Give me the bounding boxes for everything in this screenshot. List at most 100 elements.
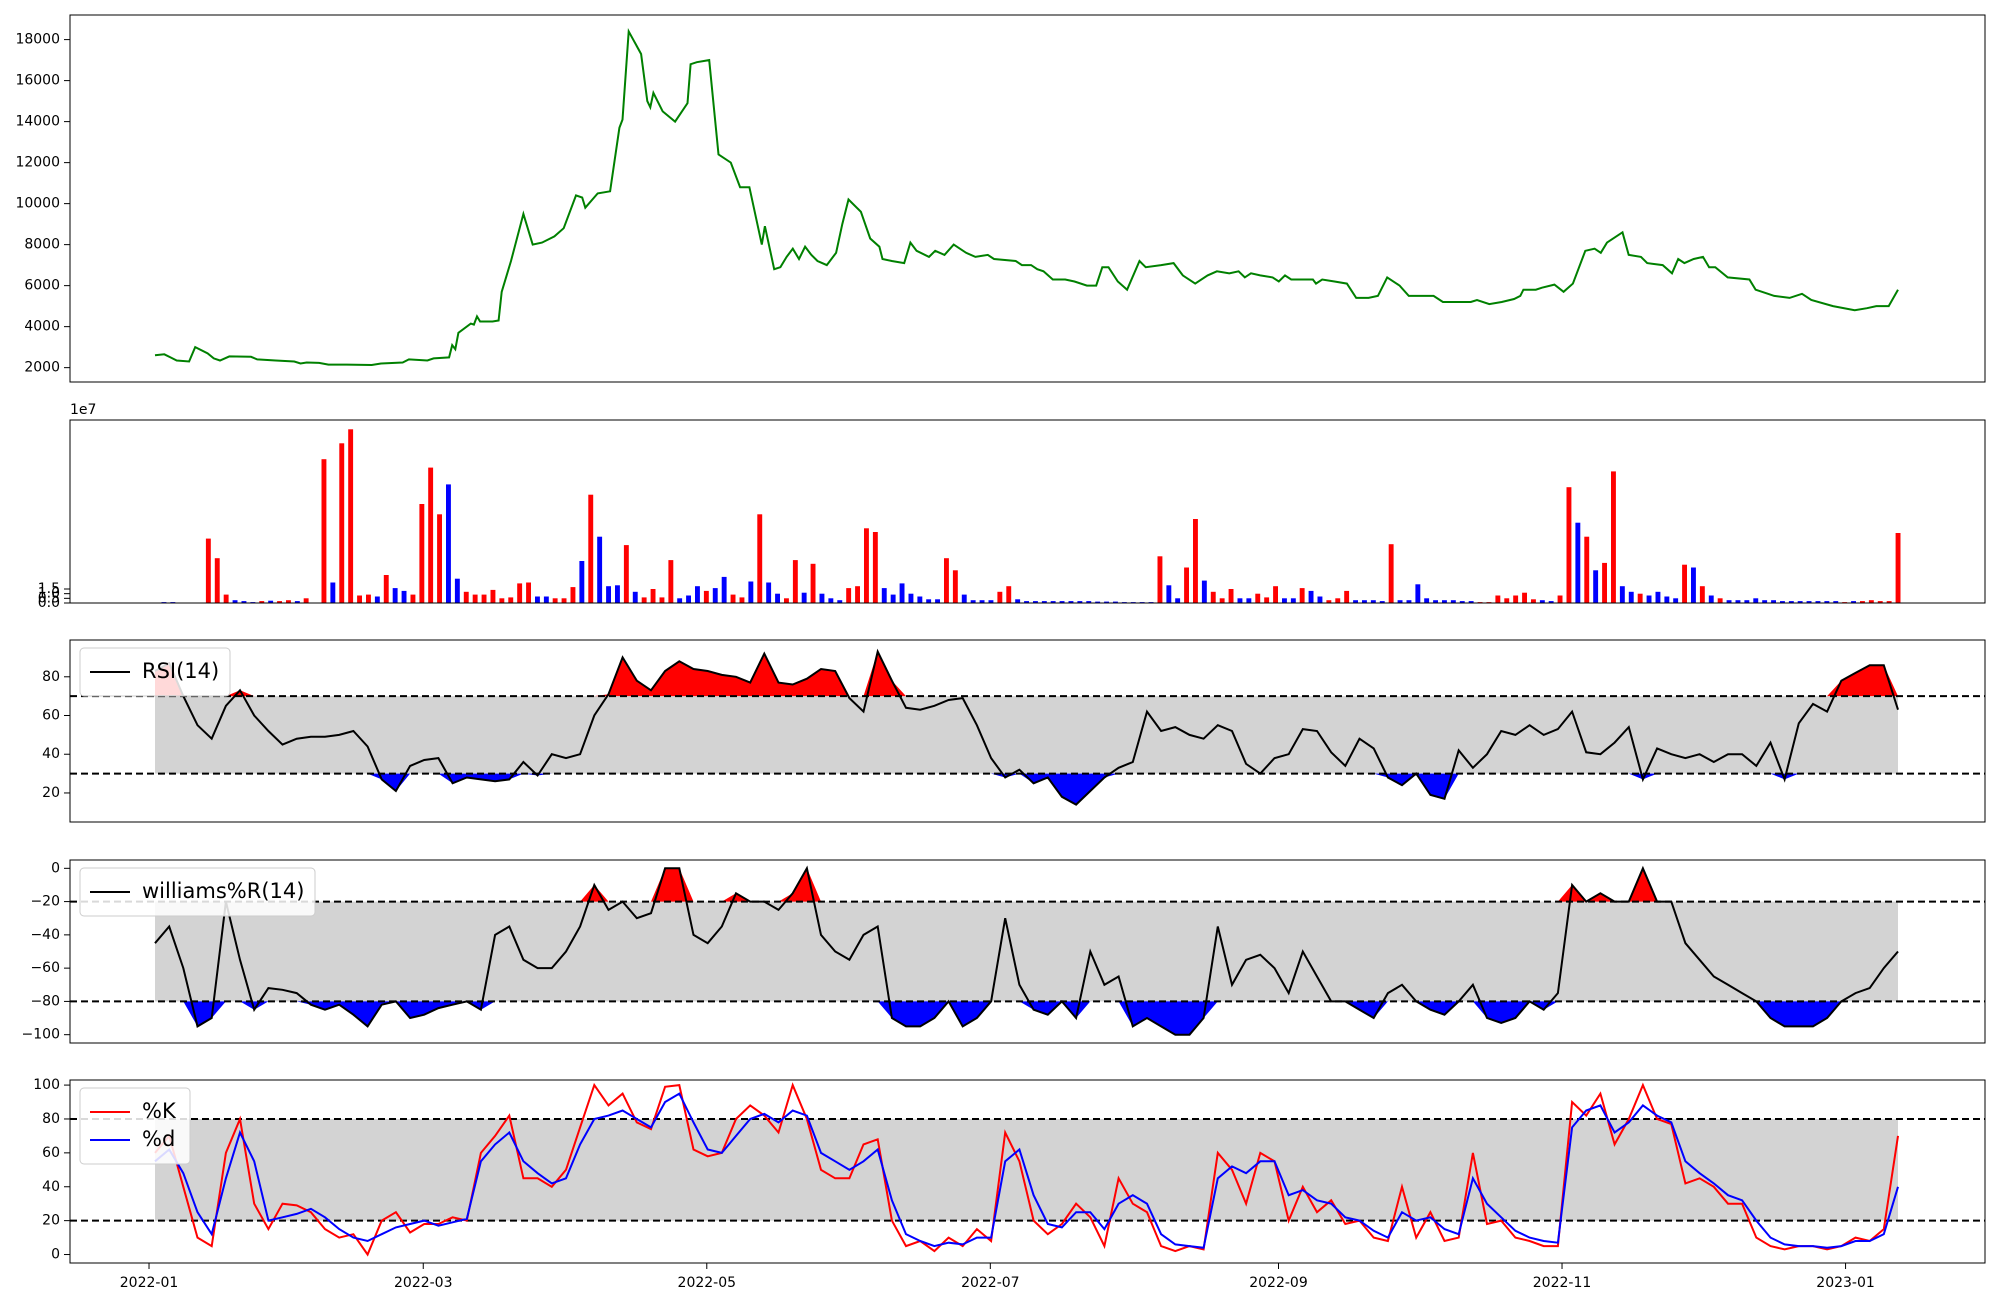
volume-bar: [1095, 601, 1101, 603]
offset-text: 1e7: [70, 402, 96, 418]
volume-bar: [1282, 598, 1287, 603]
y-tick-label: 40: [42, 746, 60, 762]
volume-bar: [1015, 599, 1021, 603]
volume-bar: [810, 563, 816, 603]
x-tick-label: 2022-11: [1533, 1275, 1592, 1291]
volume-bar: [1628, 591, 1634, 603]
volume-bar: [668, 560, 674, 603]
volume-bar: [784, 598, 789, 603]
volume-bar: [1762, 600, 1768, 603]
y-tick-label: −100: [22, 1027, 60, 1043]
price-line: [154, 27, 1899, 367]
panel-2-frame: [69, 639, 1986, 823]
y-tick-label: 0.5: [38, 590, 60, 606]
volume-bar: [1237, 598, 1243, 603]
volume-bar: [739, 597, 745, 603]
volume-bar: [401, 590, 407, 603]
volume-bar: [1708, 595, 1714, 603]
y-tick-label: −40: [30, 927, 60, 943]
volume-bar: [1104, 601, 1109, 603]
volume-bar: [428, 467, 434, 603]
panel-3-frame: [69, 859, 1986, 1044]
volume-bar: [1495, 595, 1501, 603]
volume-bar: [205, 538, 211, 603]
volume-bar: [357, 595, 362, 603]
volume-bar: [1086, 601, 1092, 603]
y-tick-label: 80: [42, 669, 60, 685]
y-tick-label: 60: [42, 1145, 60, 1161]
volume-bar: [1113, 601, 1118, 603]
volume-bar: [721, 576, 727, 603]
volume-bar: [1308, 590, 1314, 603]
x-tick-label: 2022-09: [1249, 1275, 1308, 1291]
panel-0-frame: [69, 14, 1986, 383]
volume-bar: [588, 494, 594, 603]
volume-bar: [1753, 598, 1759, 603]
volume-bar: [615, 585, 620, 603]
volume-bar: [1539, 600, 1545, 603]
volume-bar: [303, 598, 309, 603]
volume-bar: [1370, 600, 1376, 603]
y-tick-label: 6000: [24, 278, 60, 294]
volume-bar: [1868, 600, 1874, 603]
y-tick-label: 4000: [24, 319, 60, 335]
volume-bar: [1717, 598, 1723, 603]
williams-line: [154, 865, 1899, 1036]
y-tick-label: 20: [42, 785, 60, 801]
y-tick-label: 0.0: [38, 595, 60, 611]
volume-bar: [366, 594, 371, 603]
volume-bar: [570, 587, 576, 603]
threshold-band: [155, 901, 1898, 1002]
volume-bar: [1068, 601, 1074, 603]
overbought-fill: [155, 651, 1898, 697]
volume-bar: [686, 595, 691, 603]
volume-bar: [1593, 570, 1599, 603]
y-tick-label: 1.5: [38, 581, 60, 597]
volume-bar: [1877, 601, 1883, 603]
volume-bar: [1210, 591, 1216, 603]
volume-bar: [1362, 600, 1367, 603]
volume-bar: [1246, 598, 1252, 603]
volume-bar: [1326, 600, 1332, 603]
volume-bar: [454, 578, 460, 603]
volume-bar: [1619, 586, 1625, 603]
y-tick-label: 80: [42, 1111, 60, 1127]
volume-bar: [259, 601, 265, 603]
volume-bar: [988, 600, 994, 603]
volume-bar: [695, 586, 700, 603]
volume-bar: [1468, 601, 1474, 603]
volume-bar: [286, 600, 291, 603]
volume-bar: [1041, 601, 1047, 603]
volume-bar: [1264, 597, 1270, 603]
volume-bar: [864, 528, 869, 603]
y-tick-label: 1.0: [38, 586, 60, 602]
threshold-band: [155, 696, 1898, 774]
volume-bar: [214, 558, 220, 603]
volume-bar: [1673, 598, 1679, 603]
volume-bar: [1442, 600, 1447, 603]
volume-bar: [1637, 593, 1643, 603]
volume-bar: [677, 598, 683, 603]
volume-bar: [1513, 595, 1519, 603]
volume-bar: [801, 592, 807, 603]
volume-bar: [944, 558, 949, 603]
volume-bar: [872, 532, 878, 603]
volume-bar: [979, 600, 985, 603]
volume-bar: [1824, 601, 1830, 603]
volume-bar: [1504, 598, 1510, 603]
volume-bar: [535, 596, 540, 603]
volume-bar: [526, 582, 531, 603]
volume-bar: [1602, 562, 1607, 603]
volume-bar: [1077, 601, 1083, 603]
volume-bar: [1184, 567, 1189, 603]
volume-bar: [508, 597, 514, 603]
volume-bar: [757, 514, 763, 603]
volume-bar: [1433, 600, 1438, 603]
volume-bar: [268, 600, 274, 603]
volume-bar: [961, 594, 967, 603]
volume-bar: [1886, 601, 1892, 603]
volume-bar: [223, 594, 229, 603]
volume-bar: [383, 575, 389, 603]
